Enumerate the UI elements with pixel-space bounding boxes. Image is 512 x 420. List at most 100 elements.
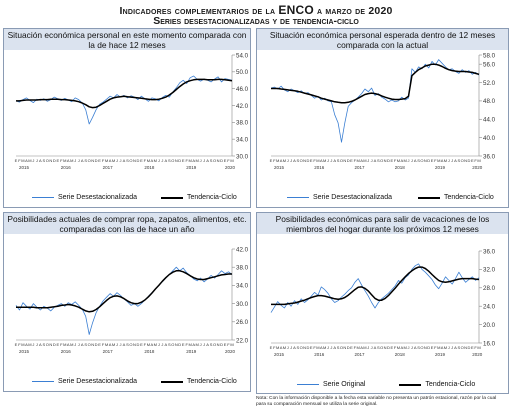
x-month-label: A [401,158,404,163]
x-month-label: A [293,345,296,350]
series-line-trend [271,63,480,104]
y-tick-label: 30.0 [236,301,249,308]
x-month-label: D [136,158,139,163]
x-month-label: J [451,345,453,350]
x-month-label: O [88,342,91,347]
legend-swatch-desest [287,197,309,198]
x-month-label: F [273,158,276,163]
x-year-label: 2018 [144,165,155,170]
x-month-label: J [330,158,332,163]
y-tick-label: 16.0 [483,340,496,347]
y-tick-label: 40.0 [483,135,496,142]
x-month-label: D [178,158,181,163]
chart-title: Posibilidades económicas para salir de v… [257,213,508,234]
x-month-label: D [387,345,390,350]
x-month-label: A [25,342,28,347]
y-tick-label: 44.0 [483,117,496,124]
x-month-label: J [203,342,205,347]
line-chart: 30.034.038.042.046.050.054.0E F M A M J J A S O N D… [15,52,249,170]
x-month-label: S [297,158,300,163]
x-month-label: J [161,158,163,163]
x-month-label: S [377,158,380,163]
y-tick-label: 36.0 [483,153,496,160]
x-month-label: S [43,342,46,347]
x-month-label: E [270,158,273,163]
legend-label-trend: Tendencia-Ciclo [187,194,237,201]
x-month-label: D [220,158,223,163]
x-month-label: D [306,345,309,350]
x-month-label: E [390,158,393,163]
y-tick-label: 24.0 [483,304,496,311]
x-month-label: A [67,342,70,347]
x-month-label: J [161,342,163,347]
x-year-label: 2016 [314,352,325,357]
x-month-label: O [213,342,216,347]
series-line-original [270,263,480,313]
x-month-label: F [434,345,437,350]
x-month-label: N [217,158,220,163]
y-tick-label: 46.0 [236,86,249,93]
x-month-label: J [371,345,373,350]
x-month-label: M [363,158,366,163]
x-month-label: E [471,345,474,350]
line-chart: 22.026.030.034.038.042.0E F M A M J J A S O N D E F M A… [15,246,249,354]
x-month-label: J [408,158,410,163]
x-month-label: F [18,342,21,347]
main-title: Indicadores complementarios de la ENCO a… [0,3,512,17]
x-month-label: A [454,158,457,163]
x-month-label: M [63,158,66,163]
x-month-label: A [25,158,28,163]
legend-label-desest: Serie Desestacionalizada [313,194,392,201]
x-month-label: M [154,342,157,347]
x-month-label: A [109,342,112,347]
x-month-label: N [49,342,52,347]
x-month-label: J [74,158,76,163]
x-month-label: M [189,342,192,347]
x-month-label: M [189,158,192,163]
x-month-label: M [477,158,480,163]
x-month-label: D [306,158,309,163]
main-title-pre: Indicadores complementarios de la [119,5,279,17]
legend-label-desest: Serie Desestacionalizada [58,378,137,385]
x-month-label: J [116,158,118,163]
y-tick-label: 48.0 [483,98,496,105]
x-month-label: A [39,158,42,163]
x-month-label: O [129,342,132,347]
x-year-label: 2018 [395,165,406,170]
x-month-label: N [49,158,52,163]
x-month-label: F [144,342,147,347]
x-month-label: E [98,158,101,163]
x-month-label: M [195,158,198,163]
x-month-label: N [91,342,94,347]
y-tick-label: 52.0 [483,80,496,87]
x-year-label: 2019 [186,165,197,170]
y-tick-label: 20.0 [483,322,496,329]
chart-panel-comprar-ropa: Posibilidades actuales de comprar ropa, … [3,212,251,392]
x-month-label: A [441,345,444,350]
footnote: Nota: Con la información disponible a la… [256,396,497,407]
chart-panel-situacion-actual: Situación económica personal en este mom… [3,28,251,208]
x-month-label: M [323,345,326,350]
x-month-label: A [280,345,283,350]
x-year-label: 2017 [103,165,114,170]
x-month-label: M [21,158,24,163]
y-tick-label: 38.0 [236,120,249,127]
x-month-label: M [63,342,66,347]
x-year-label: 2020 [472,165,483,170]
x-month-label: N [133,342,136,347]
x-month-label: F [273,345,276,350]
x-month-label: E [224,158,227,163]
x-month-label: A [81,342,84,347]
x-month-label: F [394,345,397,350]
y-tick-label: 42.0 [236,103,249,110]
x-month-label: F [60,158,63,163]
legend-label-original: Serie Original [323,381,366,388]
x-month-label: M [444,158,447,163]
legend-swatch-original [297,384,319,385]
x-year-label: 2016 [61,349,72,354]
line-chart: 36.040.044.048.052.056.058.0E F M A M J J A S O N D… [270,52,496,170]
x-month-label: E [182,342,185,347]
x-month-label: E [56,342,59,347]
x-month-label: A [151,342,154,347]
x-month-label: F [144,158,147,163]
